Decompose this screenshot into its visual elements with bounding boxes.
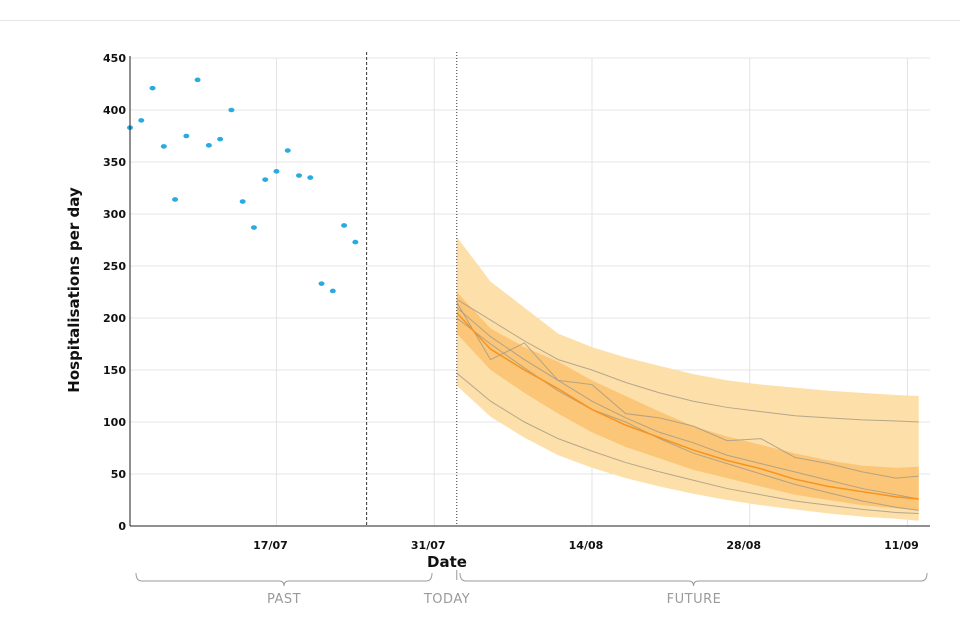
observed-point	[352, 239, 359, 245]
observed-point	[250, 225, 257, 230]
observed-point	[160, 144, 167, 149]
x-tick-label: 31/07	[411, 539, 446, 552]
scenario-line-3	[456, 307, 919, 500]
observed-point	[194, 77, 201, 83]
observed-point	[239, 199, 246, 204]
y-tick-label: 150	[103, 364, 126, 377]
scenario-line-5	[456, 302, 919, 479]
projection-median-line	[456, 312, 919, 500]
y-tick-label: 0	[118, 520, 126, 533]
y-tick-label: 350	[103, 156, 126, 169]
brace-future	[459, 572, 928, 587]
x-tick-label: 11/09	[884, 539, 919, 552]
scenario-line-2	[456, 372, 919, 515]
y-tick-label: 400	[103, 104, 126, 117]
reference-lines	[366, 52, 458, 526]
observed-point	[138, 118, 145, 123]
observed-point	[205, 143, 212, 148]
observed-point	[273, 169, 280, 174]
x-tick-label: 14/08	[569, 539, 604, 552]
observed-point	[217, 136, 224, 142]
tick-labels: 0 50 100 150 200 250 300 350 400 450 17/07 31/07 14/…	[103, 52, 919, 552]
observed-point	[307, 175, 314, 180]
projection-band-inner	[456, 292, 919, 511]
x-tick-label: 17/07	[253, 539, 288, 552]
observed-point	[329, 288, 336, 294]
observed-point	[262, 177, 269, 182]
observed-point	[284, 148, 291, 153]
y-tick-label: 100	[103, 416, 126, 429]
period-label-past: PAST	[267, 592, 301, 607]
brace-past	[135, 572, 433, 587]
axes	[129, 56, 930, 527]
scenario-line-1	[456, 298, 919, 423]
observed-point	[341, 223, 348, 228]
x-axis-title: Date	[427, 553, 467, 571]
observed-point	[149, 85, 156, 91]
observed-point	[183, 133, 190, 139]
period-label-today: TODAY	[423, 592, 470, 607]
period-label-future: FUTURE	[667, 592, 722, 607]
y-tick-label: 450	[103, 52, 126, 65]
projection-band-outer	[456, 236, 919, 521]
y-tick-label: 300	[103, 208, 126, 221]
projection-lines	[456, 298, 919, 515]
grid-layer	[130, 57, 930, 527]
projection-bands	[456, 236, 919, 521]
y-tick-label: 50	[111, 468, 127, 481]
y-axis-title: Hospitalisations per day	[65, 187, 83, 393]
observed-point	[296, 173, 303, 178]
period-braces	[135, 570, 928, 587]
x-tick-label: 28/08	[726, 539, 761, 552]
observed-point	[172, 197, 179, 202]
y-tick-label: 200	[103, 312, 126, 325]
observed-point	[228, 107, 235, 113]
top-divider	[0, 20, 960, 21]
y-tick-label: 250	[103, 260, 126, 273]
observed-point	[318, 281, 325, 286]
observed-points	[127, 77, 359, 294]
